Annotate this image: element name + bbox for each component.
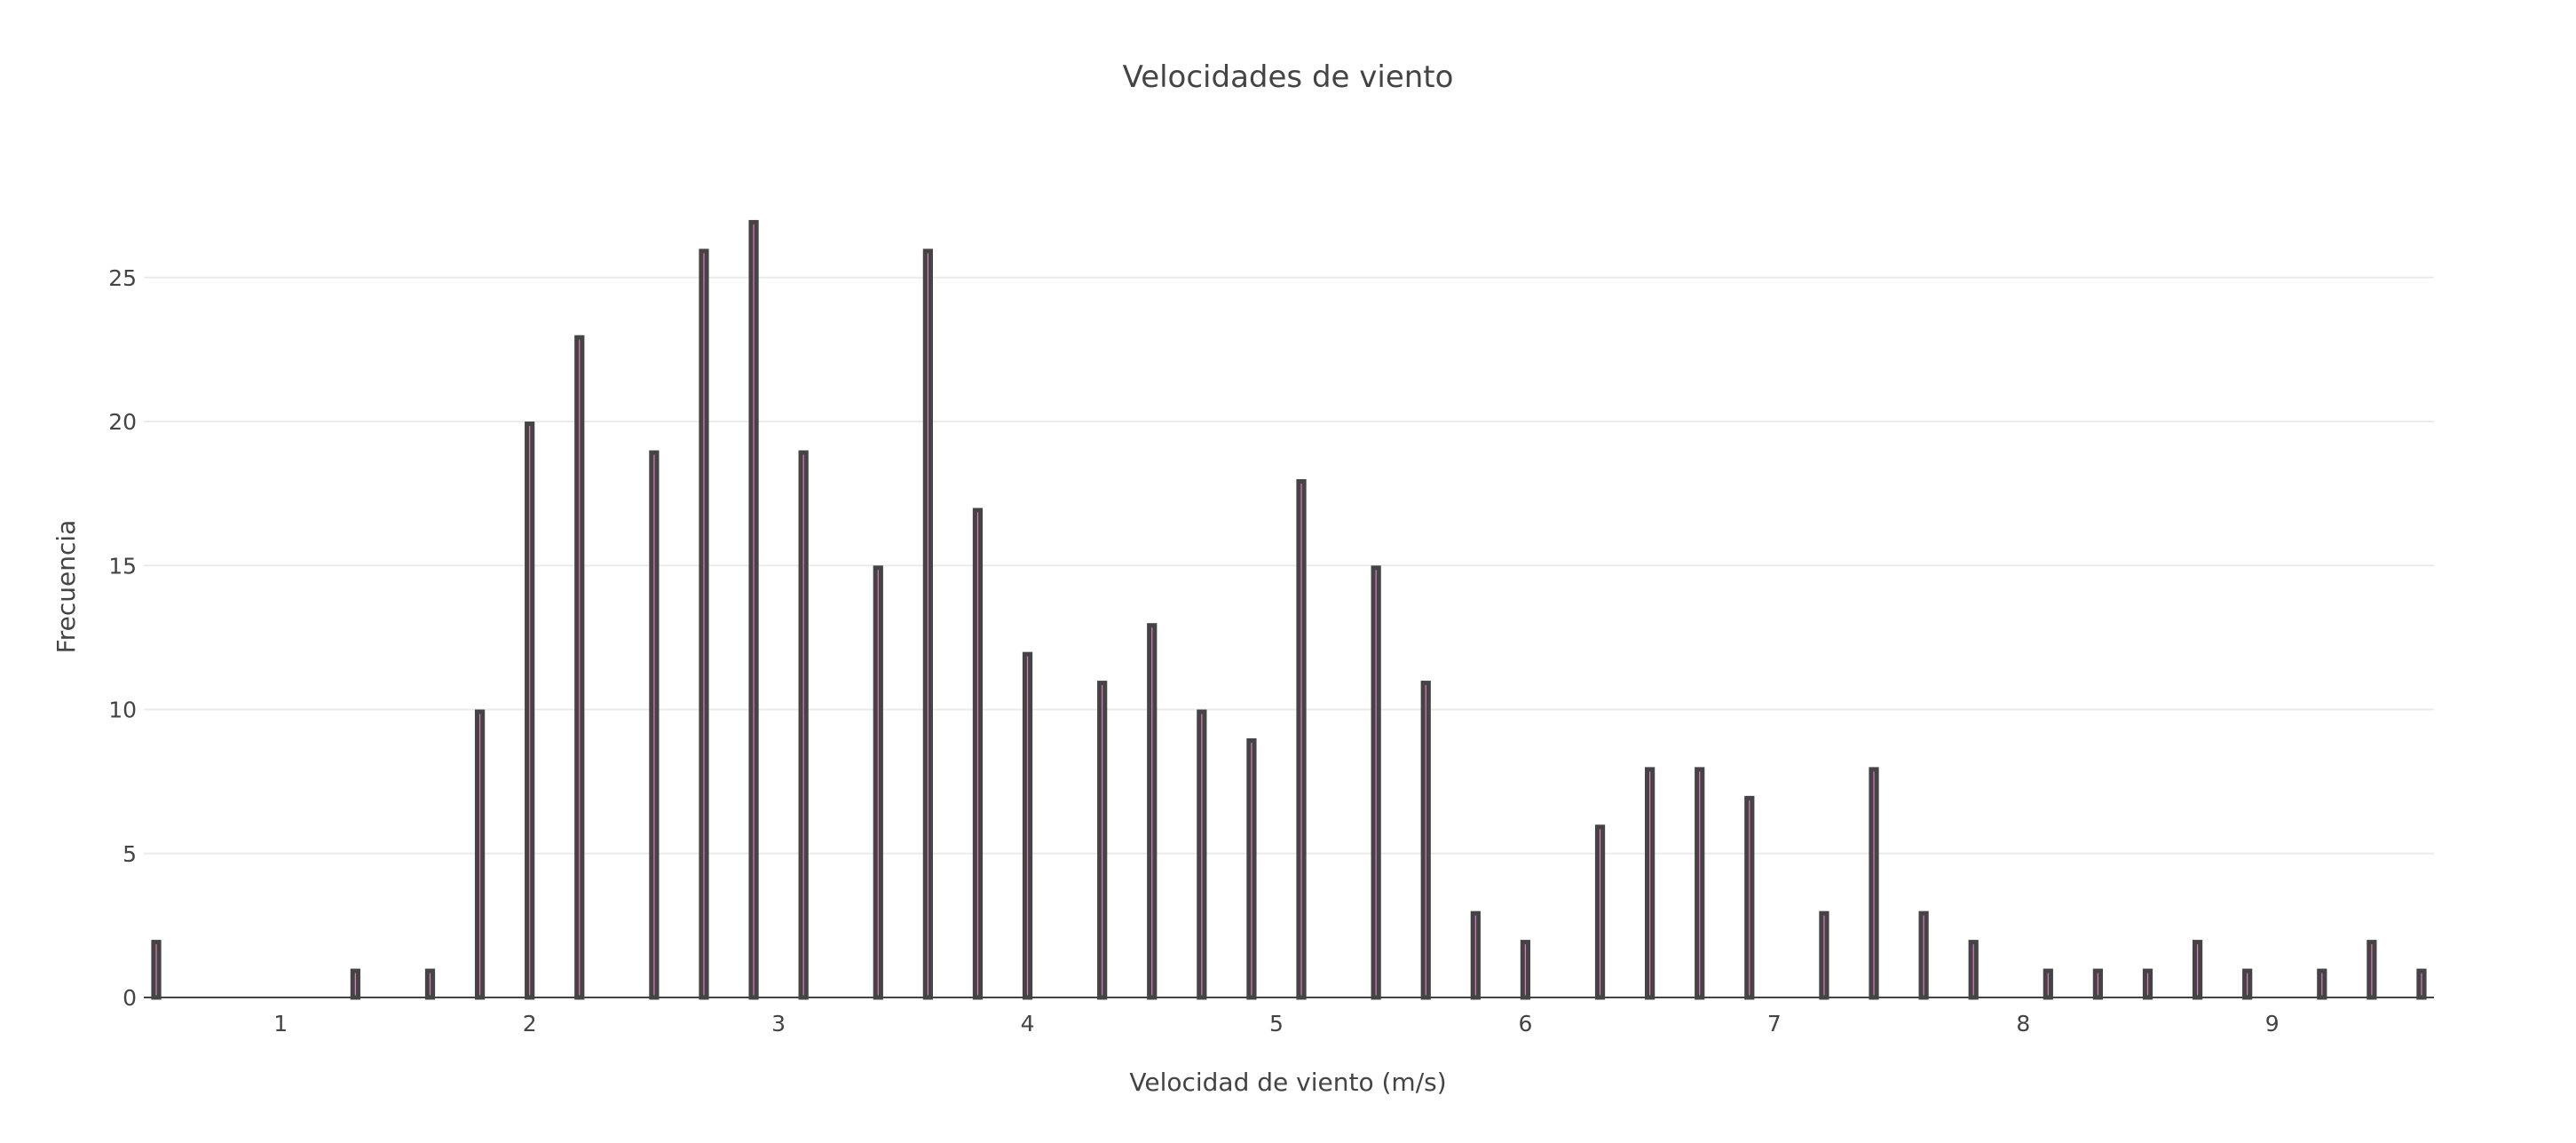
x-tick-label: 9 (2265, 1011, 2280, 1037)
histogram-bar (424, 968, 436, 1000)
histogram-bar (1645, 767, 1655, 1000)
histogram-bar (350, 968, 360, 1000)
histogram-bar (922, 248, 933, 1000)
chart-title: Velocidades de viento (1123, 59, 1454, 95)
bars (151, 219, 2427, 1000)
histogram-bar (474, 709, 486, 1000)
y-tick-label: 15 (108, 553, 137, 579)
x-tick-label: 2 (523, 1011, 537, 1037)
histogram-bar (649, 450, 660, 1000)
histogram-bar (525, 422, 535, 1000)
histogram-bar (2092, 968, 2104, 1000)
histogram-bar (1147, 623, 1158, 1000)
histogram-bar (1371, 565, 1381, 1000)
histogram-bar (2317, 968, 2327, 1000)
histogram-bar (1918, 910, 1929, 1000)
y-tick-label: 5 (122, 841, 137, 867)
histogram-bar (1470, 910, 1481, 1000)
histogram-bar (1296, 478, 1307, 1000)
x-tick-label: 8 (2016, 1011, 2030, 1037)
histogram-bar (2416, 968, 2427, 1000)
histogram-bar (151, 940, 162, 1000)
y-tick-label: 25 (108, 265, 137, 291)
histogram-bar (748, 219, 759, 1000)
histogram-bar (2192, 940, 2203, 1000)
x-tick-label: 5 (1269, 1011, 1284, 1037)
histogram-bar (1197, 709, 1207, 1000)
histogram-bar (972, 508, 984, 1000)
gridlines (144, 276, 2434, 855)
histogram-bar (1695, 767, 1705, 1000)
axes: 0 5 10 15 20 25 1 2 3 4 5 6 7 8 9 (108, 265, 2434, 1037)
histogram-bar (2367, 940, 2377, 1000)
x-tick-label: 3 (771, 1011, 786, 1037)
x-tick-label: 4 (1021, 1011, 1035, 1037)
histogram-bar (1420, 681, 1431, 1000)
x-axis-title: Velocidad de viento (m/s) (1129, 1068, 1446, 1097)
histogram-bar (2142, 968, 2153, 1000)
histogram-bar (873, 565, 883, 1000)
histogram-bar (1594, 824, 1606, 1000)
y-tick-label: 0 (122, 985, 137, 1011)
histogram-bar (1869, 767, 1879, 1000)
histogram-bar (574, 335, 585, 1000)
histogram-bar (2242, 968, 2253, 1000)
y-tick-label: 20 (108, 409, 137, 435)
x-tick-label: 1 (273, 1011, 288, 1037)
x-tick-label: 6 (1518, 1011, 1532, 1037)
histogram-bar (1968, 940, 1979, 1000)
histogram-bar (1819, 910, 1829, 1000)
y-axis-title: Frecuencia (51, 520, 81, 654)
histogram-bar (1520, 940, 1531, 1000)
x-tick-label: 7 (1767, 1011, 1782, 1037)
histogram-bar (1022, 651, 1033, 1000)
histogram-bar (699, 248, 709, 1000)
histogram-bar (1744, 795, 1755, 1000)
histogram-bar (1097, 681, 1108, 1000)
y-tick-label: 10 (108, 698, 137, 723)
histogram-bar (798, 450, 809, 1000)
histogram-bar (1246, 737, 1257, 1000)
histogram-bar (2043, 968, 2053, 1000)
